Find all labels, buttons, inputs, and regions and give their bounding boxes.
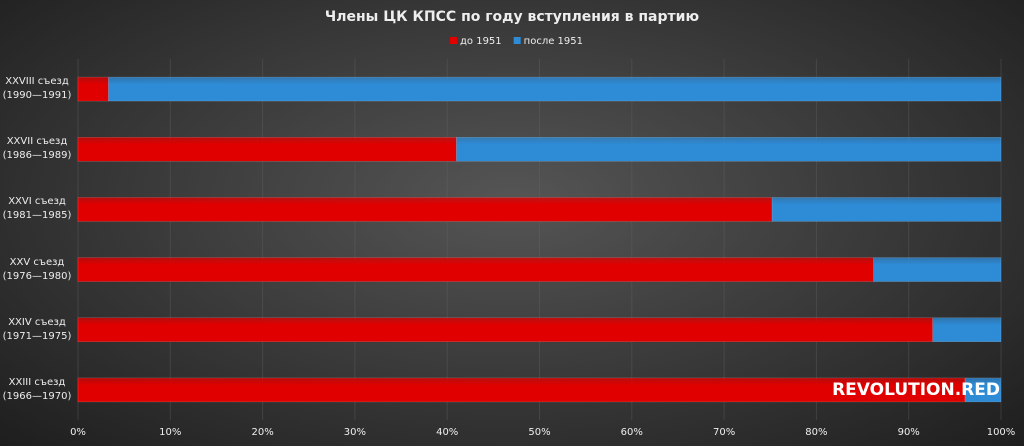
x-tick-label: 70% bbox=[713, 427, 735, 438]
legend-swatch bbox=[450, 37, 457, 44]
legend-label: до 1951 bbox=[460, 36, 502, 47]
x-tick-label: 10% bbox=[159, 427, 181, 438]
bar-segment bbox=[77, 377, 966, 403]
bar-segment bbox=[771, 197, 1002, 222]
x-tick-label: 20% bbox=[251, 427, 273, 438]
y-tick-label: XXIV съезд (1971—1975) bbox=[2, 316, 72, 342]
y-tick-label: XXVII съезд (1986—1989) bbox=[2, 136, 72, 162]
bar-segment bbox=[77, 197, 773, 222]
bar-segment bbox=[873, 257, 1002, 282]
chart-title: Члены ЦК КПСС по году вступления в парти… bbox=[325, 9, 699, 25]
bar-segment bbox=[108, 76, 1002, 102]
legend-swatch bbox=[513, 37, 521, 44]
x-tick-label: 40% bbox=[436, 427, 458, 438]
legend-label: после 1951 bbox=[524, 36, 583, 47]
y-tick-label: XXVIII съезд (1990—1991) bbox=[2, 76, 72, 102]
bar-segment bbox=[77, 76, 109, 102]
bar-segment bbox=[964, 377, 1002, 403]
x-tick-label: 50% bbox=[528, 427, 550, 438]
bar-segment bbox=[77, 257, 874, 282]
x-tick-label: 80% bbox=[805, 427, 827, 438]
watermark: REVOLUTION.RED bbox=[832, 380, 1000, 400]
bar-segment bbox=[932, 317, 1002, 342]
x-tick-label: 30% bbox=[344, 427, 366, 438]
x-tick-label: 90% bbox=[898, 427, 920, 438]
bar-segment bbox=[77, 137, 457, 162]
x-tick-label: 100% bbox=[987, 427, 1016, 438]
x-tick-label: 60% bbox=[621, 427, 643, 438]
y-tick-label: XXIII съезд (1966—1970) bbox=[2, 376, 72, 402]
bar-segment bbox=[77, 317, 933, 342]
y-tick-label: XXV съезд (1976—1980) bbox=[2, 256, 72, 282]
y-tick-label: XXVI съезд (1981—1985) bbox=[2, 196, 72, 222]
x-tick-label: 0% bbox=[70, 427, 86, 438]
bar-segment bbox=[456, 137, 1002, 162]
